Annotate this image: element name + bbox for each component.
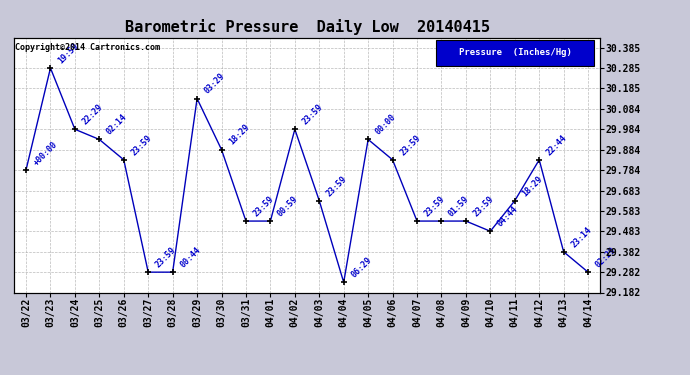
Text: 23:59: 23:59	[300, 102, 324, 126]
Text: 23:59: 23:59	[252, 194, 275, 218]
Text: 02:14: 02:14	[105, 112, 129, 136]
Text: 06:29: 06:29	[349, 255, 373, 279]
Text: 23:59: 23:59	[471, 194, 495, 218]
FancyBboxPatch shape	[436, 40, 594, 66]
Text: 01:59: 01:59	[447, 194, 471, 218]
Text: 00:59: 00:59	[276, 194, 300, 218]
Text: 03:29: 03:29	[203, 72, 227, 96]
Text: 23:59: 23:59	[325, 174, 349, 198]
Text: 23:59: 23:59	[129, 133, 153, 157]
Text: 04:44: 04:44	[496, 204, 520, 228]
Text: 23:59: 23:59	[398, 133, 422, 157]
Text: 23:59: 23:59	[154, 245, 178, 269]
Text: 02:29: 02:29	[593, 245, 618, 269]
Text: 00:00: 00:00	[374, 112, 397, 136]
Text: 22:44: 22:44	[545, 133, 569, 157]
Text: 19:59: 19:59	[56, 41, 80, 65]
Text: 22:29: 22:29	[81, 102, 104, 126]
Text: +00:00: +00:00	[32, 140, 59, 167]
Text: 23:14: 23:14	[569, 225, 593, 249]
Text: 18:29: 18:29	[227, 123, 251, 147]
Text: 18:29: 18:29	[520, 174, 544, 198]
Text: 23:59: 23:59	[422, 194, 446, 218]
Text: Pressure  (Inches/Hg): Pressure (Inches/Hg)	[459, 48, 572, 57]
Text: Copyright©2014 Cartronics.com: Copyright©2014 Cartronics.com	[15, 43, 160, 52]
Title: Barometric Pressure  Daily Low  20140415: Barometric Pressure Daily Low 20140415	[125, 19, 489, 35]
Text: 00:44: 00:44	[178, 245, 202, 269]
